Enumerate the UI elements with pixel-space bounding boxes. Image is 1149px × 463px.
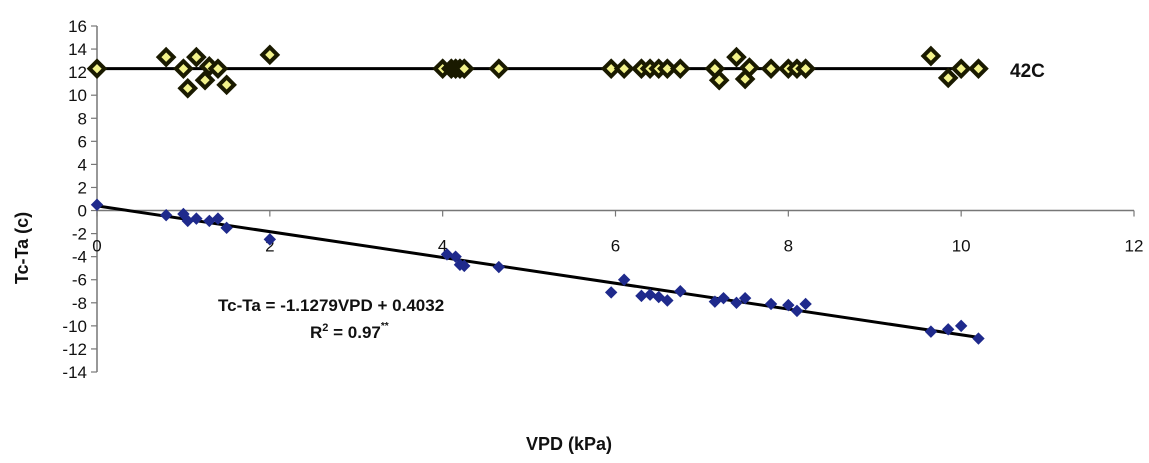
data-point-series-0 — [259, 44, 281, 66]
data-point-series-1 — [674, 285, 687, 298]
data-point-series-0 — [186, 46, 207, 68]
data-point-series-0 — [600, 58, 622, 80]
data-point-series-0 — [760, 58, 782, 80]
data-point-series-1 — [220, 221, 233, 235]
y-tick-label: 0 — [78, 202, 87, 221]
data-point-series-1 — [90, 198, 104, 211]
data-point-series-0 — [657, 58, 678, 80]
data-point-series-1 — [643, 288, 657, 301]
x-tick-label: 10 — [952, 237, 971, 256]
data-point-series-1 — [730, 296, 743, 310]
y-tick-label: -4 — [72, 248, 87, 267]
trendlines — [96, 67, 979, 339]
data-point-series-1 — [941, 323, 955, 336]
y-tick-label: -12 — [62, 340, 87, 359]
x-tick-label: 2 — [265, 237, 274, 256]
data-point-series-1 — [738, 291, 752, 305]
y-tick-label: 14 — [68, 40, 87, 59]
data-point-series-0 — [950, 58, 972, 80]
data-point-series-1 — [440, 248, 454, 261]
y-tick-label: 4 — [78, 155, 87, 174]
data-point-series-1 — [924, 325, 938, 338]
significance-stars: ** — [381, 321, 389, 332]
data-point-series-0 — [488, 58, 510, 80]
data-point-series-1 — [954, 319, 968, 333]
data-point-series-0 — [937, 67, 959, 89]
data-point-series-1 — [652, 290, 665, 304]
data-point-series-0 — [739, 57, 760, 78]
data-point-series-0 — [177, 77, 199, 99]
series-label-42c: 42C — [1010, 61, 1045, 82]
data-point-series-0 — [194, 69, 216, 91]
data-point-series-0 — [86, 58, 108, 80]
data-point-series-1 — [661, 294, 674, 307]
data-point-series-0 — [453, 58, 475, 80]
r-squared-value: = 0.97 — [328, 323, 380, 342]
x-axis-title: VPD (kPa) — [526, 434, 612, 454]
x-tick-label: 8 — [784, 237, 793, 256]
data-point-series-1 — [717, 291, 730, 305]
data-point-series-0 — [920, 45, 942, 67]
y-tick-label: 16 — [68, 17, 87, 36]
regression-equation: Tc-Ta = -1.1279VPD + 0.4032 — [218, 296, 444, 315]
y-tick-label: 2 — [78, 178, 87, 197]
y-tick-label: -14 — [62, 363, 87, 382]
data-point-series-0 — [613, 58, 635, 80]
data-point-series-0 — [795, 58, 816, 80]
data-point-series-1 — [458, 259, 471, 273]
data-point-series-0 — [708, 69, 730, 91]
data-point-series-1 — [492, 260, 506, 274]
y-tick-label: 8 — [78, 109, 87, 128]
r-squared-prefix: R — [310, 323, 322, 342]
trendline-series-1 — [96, 204, 979, 339]
data-point-series-0 — [207, 58, 229, 80]
x-tick-label: 12 — [1125, 237, 1144, 256]
y-tick-label: 12 — [68, 63, 87, 82]
data-point-series-0 — [726, 46, 747, 68]
tick-labels: 16 14 12 10 8 6 4 2 0 -2 -4 -6 -8 -10 -12 -14 0 2 4 6 8 10 12 — [62, 17, 1143, 382]
y-tick-label: 10 — [68, 86, 87, 105]
data-point-series-1 — [190, 212, 203, 225]
y-tick-label: -10 — [62, 317, 87, 336]
y-tick-label: -2 — [72, 225, 87, 244]
data-point-series-1 — [203, 214, 216, 228]
x-tick-label: 6 — [611, 237, 620, 256]
data-point-series-0 — [173, 58, 194, 80]
data-point-series-1 — [263, 233, 277, 246]
data-point-series-0 — [155, 46, 177, 68]
r-squared-exponent: 2 — [322, 322, 328, 334]
data-point-series-1 — [617, 273, 631, 286]
data-point-series-1 — [782, 298, 795, 312]
data-point-series-1 — [708, 295, 722, 308]
r-squared-annotation: R2 = 0.97** — [310, 321, 389, 342]
y-tick-label: -6 — [72, 271, 87, 290]
y-tick-label: 6 — [78, 132, 87, 151]
data-point-series-1 — [764, 297, 778, 311]
data-point-series-1 — [604, 286, 618, 299]
data-point-series-0 — [669, 58, 691, 80]
data-point-series-1 — [799, 297, 812, 311]
data-point-series-0 — [216, 74, 237, 96]
data-point-series-1 — [211, 212, 225, 225]
x-tick-label: 4 — [438, 237, 447, 256]
data-point-series-0 — [968, 58, 989, 80]
x-tick-label: 0 — [92, 237, 101, 256]
data-point-series-1 — [790, 304, 804, 318]
y-axis-title: Tc-Ta (c) — [12, 212, 32, 284]
data-points — [86, 44, 989, 345]
data-point-series-1 — [449, 250, 462, 263]
data-point-series-1 — [972, 332, 985, 345]
y-tick-label: -8 — [72, 294, 87, 313]
data-point-series-1 — [159, 208, 173, 222]
